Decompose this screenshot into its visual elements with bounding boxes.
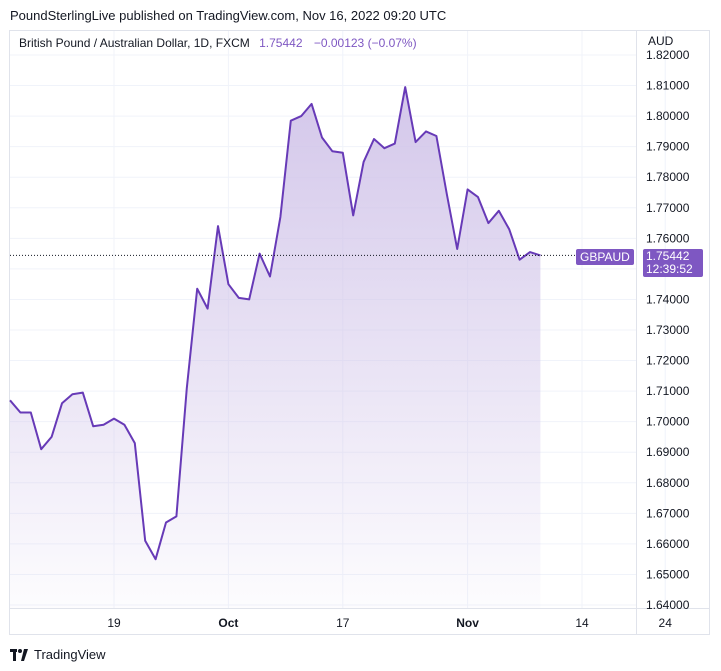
data-point: [218, 226, 219, 227]
data-point: [124, 424, 125, 425]
y-tick-label: 1.70000: [646, 415, 690, 429]
data-point: [280, 216, 281, 217]
data-point: [134, 443, 135, 444]
x-tick-label: 24: [659, 616, 673, 630]
data-point: [332, 151, 333, 152]
y-tick-label: 1.66000: [646, 537, 690, 551]
data-point: [41, 449, 42, 450]
legend-symbol: British Pound / Australian Dollar, 1D, F…: [19, 36, 250, 50]
y-tick-label: 1.68000: [646, 476, 690, 490]
data-point: [103, 424, 104, 425]
bar-countdown: 12:39:52: [646, 262, 693, 276]
legend-last-price: 1.75442: [259, 36, 303, 50]
data-point: [394, 143, 395, 144]
series-name-tag: GBPAUD: [576, 249, 634, 265]
x-axis: 19 Oct 17 Nov 14 24: [107, 616, 672, 630]
y-tick-label: 1.71000: [646, 384, 690, 398]
data-point: [207, 308, 208, 309]
y-tick-label: 1.82000: [646, 48, 690, 62]
data-point: [457, 249, 458, 250]
data-point: [166, 522, 167, 523]
data-point: [82, 392, 83, 393]
x-tick-label: 17: [336, 616, 350, 630]
data-point: [478, 197, 479, 198]
y-tick-label: 1.69000: [646, 445, 690, 459]
y-axis: 1.82000 1.81000 1.80000 1.79000 1.78000 1.770…: [646, 48, 690, 612]
y-tick-label: 1.65000: [646, 567, 690, 581]
data-point: [530, 252, 531, 253]
data-point: [519, 259, 520, 260]
data-point: [374, 139, 375, 140]
y-tick-label: 1.76000: [646, 231, 690, 245]
data-point: [10, 400, 11, 401]
chart-frame[interactable]: [9, 30, 710, 635]
data-point: [259, 253, 260, 254]
data-point: [228, 284, 229, 285]
data-point: [72, 394, 73, 395]
y-tick-label: 1.79000: [646, 140, 690, 154]
data-point: [426, 131, 427, 132]
tradingview-footer[interactable]: TradingView: [10, 647, 106, 662]
x-tick-label: 19: [107, 616, 121, 630]
x-tick-label: Oct: [218, 616, 238, 630]
data-point: [270, 276, 271, 277]
series-line: [9, 86, 541, 561]
x-tick-label: Nov: [456, 616, 479, 630]
data-point: [342, 152, 343, 153]
data-point: [446, 194, 447, 195]
data-point: [114, 418, 115, 419]
last-price-value: 1.75442: [646, 249, 690, 263]
data-point: [488, 223, 489, 224]
data-point: [384, 148, 385, 149]
series-gbpaud: [9, 86, 576, 609]
y-tick-label: 1.74000: [646, 292, 690, 306]
y-tick-label: 1.81000: [646, 79, 690, 93]
data-point: [176, 516, 177, 517]
data-point: [51, 436, 52, 437]
last-price-tag: 1.75442 12:39:52: [643, 249, 703, 277]
data-point: [509, 229, 510, 230]
series-area: [10, 87, 541, 609]
data-point: [301, 116, 302, 117]
y-tick-label: 1.72000: [646, 354, 690, 368]
y-tick-label: 1.78000: [646, 170, 690, 184]
footer-brand: TradingView: [34, 647, 106, 662]
data-point: [238, 297, 239, 298]
data-point: [467, 189, 468, 190]
legend-change: −0.00123 (−0.07%): [313, 36, 417, 50]
data-point: [322, 137, 323, 138]
data-point: [363, 161, 364, 162]
data-point: [197, 288, 198, 289]
data-point: [186, 388, 187, 389]
data-point: [436, 136, 437, 137]
data-point: [249, 299, 250, 300]
y-tick-label: 1.77000: [646, 201, 690, 215]
y-tick-label: 1.67000: [646, 506, 690, 520]
data-point: [311, 103, 312, 104]
data-point: [353, 215, 354, 216]
axis-currency-label[interactable]: AUD: [648, 34, 674, 48]
data-point: [415, 142, 416, 143]
data-point: [30, 412, 31, 413]
data-point: [20, 412, 21, 413]
data-point: [155, 559, 156, 560]
data-point: [62, 403, 63, 404]
y-tick-label: 1.80000: [646, 109, 690, 123]
data-point: [405, 87, 406, 88]
data-point: [93, 426, 94, 427]
tradingview-logo-icon: [10, 648, 28, 661]
data-point: [540, 255, 541, 256]
x-tick-label: 14: [575, 616, 589, 630]
chart-legend[interactable]: British Pound / Australian Dollar, 1D, F…: [19, 36, 417, 50]
published-header: PoundSterlingLive published on TradingVi…: [10, 8, 447, 23]
data-point: [498, 210, 499, 211]
y-tick-label: 1.73000: [646, 323, 690, 337]
data-point: [290, 120, 291, 121]
data-point: [145, 540, 146, 541]
y-tick-label: 1.64000: [646, 598, 690, 612]
